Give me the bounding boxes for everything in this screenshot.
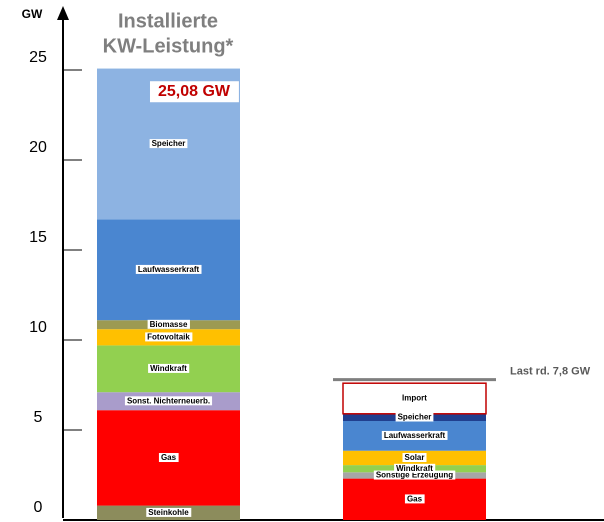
label-box [147,319,190,329]
annotation-box [149,81,239,103]
segment-label: Speicher [398,413,432,422]
segment-label: Windkraft [396,464,433,473]
chart-title: KW-Leistung* [103,35,234,57]
segment-label: Sonstige Erzeugung [376,471,453,480]
label-box [394,463,436,473]
label-box [158,453,179,463]
annotation: 25,08 GW [158,83,231,100]
label-box [404,494,425,504]
segment-label: Gas [407,494,423,503]
y-tick-label: 0 [34,499,43,516]
label-box [381,430,448,440]
label-box [146,507,192,517]
segment-label: Solar [404,453,424,462]
segment-label: Speicher [152,139,186,148]
segment-label: Import [402,394,427,403]
axis-arrow [57,6,69,20]
y-tick-label: 20 [29,139,47,156]
label-box [135,264,202,274]
segment-label: Laufwasserkraft [138,265,200,274]
segment-label: Laufwasserkraft [384,431,446,440]
y-tick-label: 15 [29,229,47,246]
y-tick-label: 10 [29,319,47,336]
label-box [402,453,427,463]
label-box [124,396,213,406]
label-box [400,393,430,403]
segment-label: Fotovoltaik [147,332,190,341]
load-label: Last rd. 7,8 GW [510,366,591,378]
y-axis-label: GW [22,7,43,21]
segment-label: Windkraft [150,364,187,373]
segment-label: Steinkohle [148,508,189,517]
segment-label: Sonst. Nichterneuerb. [127,396,210,405]
segment-label: Gas [161,453,177,462]
label-box [373,470,456,480]
y-tick-label: 25 [29,49,47,66]
label-box [145,332,193,342]
segment-label: Biomasse [150,320,188,329]
label-box [395,412,434,422]
y-tick-label: 5 [34,409,43,426]
label-box [148,363,190,373]
chart-title: Installierte [118,10,218,32]
label-box [149,139,188,149]
